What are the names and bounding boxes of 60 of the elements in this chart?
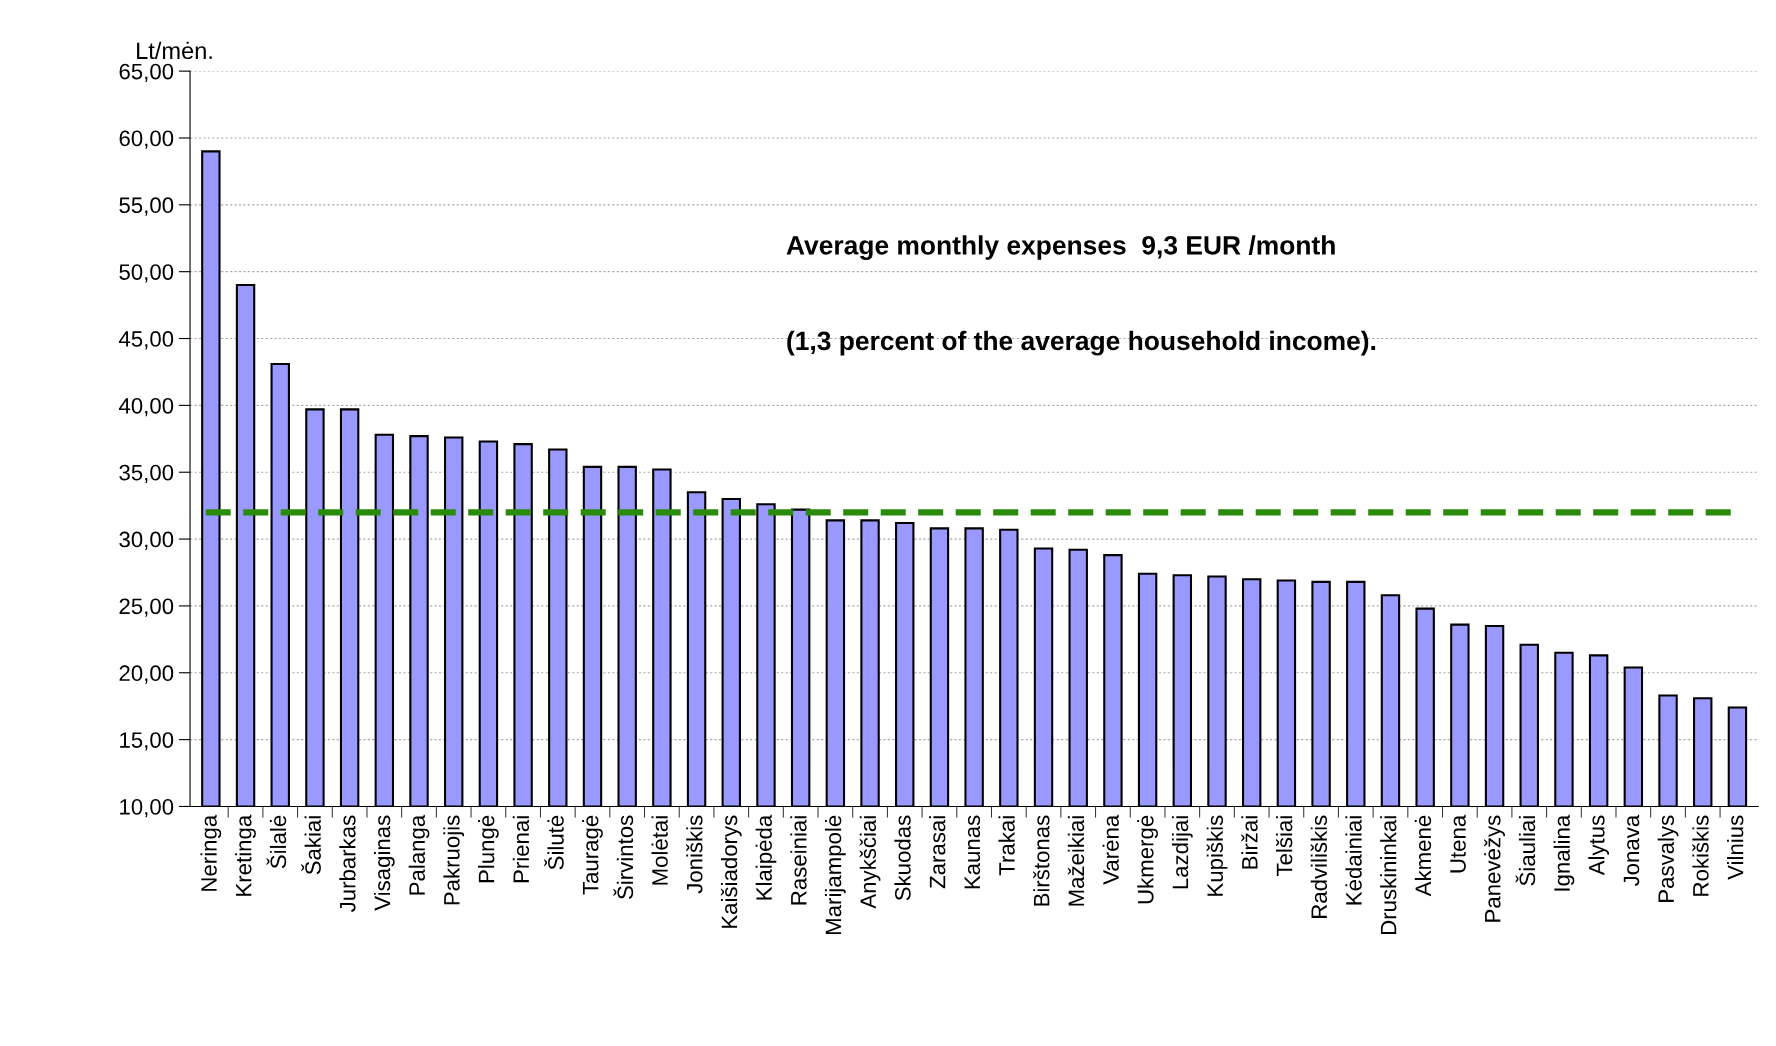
x-tick-label: Anykščiai — [859, 816, 881, 909]
x-tick-label: Šilalė — [266, 815, 287, 869]
x-tick-label: Skuodas — [894, 815, 911, 901]
x-tick-label: Prienai — [512, 816, 530, 883]
x-tick-label: Panevėžys — [1484, 815, 1505, 922]
x-tick-label: Šiauliai — [1515, 816, 1536, 886]
x-tick-label: Druskininkai — [1380, 816, 1397, 934]
y-tick-label: 10,00 — [120, 799, 174, 818]
x-tick-label: Širvintos — [613, 815, 634, 899]
x-tick-label: Šakiai — [301, 816, 321, 875]
x-tick-label: Plungė — [478, 815, 499, 883]
y-tick-label: 45,00 — [118, 331, 174, 350]
x-tick-label: Ignalina — [1553, 814, 1575, 891]
x-tick-label: Joniškis — [686, 815, 703, 894]
x-tick-label: Tauragė — [582, 815, 603, 895]
x-tick-label: Trakai — [998, 816, 1015, 876]
x-tick-label: Kaišiadorys — [720, 815, 742, 928]
x-tick-label: Telšiai — [1275, 816, 1293, 877]
x-tick-label: Klaipėda — [755, 814, 777, 900]
annotation: Average monthly expenses 9,3 EUR /month — [786, 235, 1335, 260]
x-tick-label: Birštonas — [1033, 815, 1050, 906]
x-tick-label: Neringa — [200, 814, 222, 891]
y-tick-label: 40,00 — [118, 397, 174, 417]
y-tick-label: 35,00 — [119, 464, 174, 484]
x-tick-label: Zarasai — [929, 816, 946, 889]
x-tick-label: Jonava — [1623, 814, 1640, 887]
x-tick-label: Kretinga — [235, 814, 256, 896]
y-tick-label: 55,00 — [119, 197, 174, 216]
x-tick-label: Radviliškis — [1310, 815, 1328, 918]
x-tick-label: Palanga — [408, 814, 430, 895]
x-tick-label: Biržai — [1241, 816, 1258, 869]
x-tick-label: Vilnius — [1727, 815, 1744, 880]
x-tick-label: Varėna — [1102, 814, 1119, 885]
y-tick-label: 25,00 — [119, 598, 174, 617]
x-tick-label: Jurbarkas — [339, 815, 356, 913]
y-tick-label: 30,00 — [119, 531, 174, 550]
x-tick-label: Ukmergė — [1137, 815, 1158, 904]
x-tick-label: Mažeikiai — [1067, 816, 1085, 906]
x-tick-label: Marijampolė — [825, 815, 846, 934]
x-tick-label: Alytus — [1588, 815, 1609, 876]
y-tick-label: 20,00 — [119, 665, 174, 684]
y-tick-label: 50,00 — [119, 264, 174, 283]
x-tick-label: Visaginas — [373, 815, 395, 911]
x-tick-label: Kėdainiai — [1345, 816, 1362, 905]
x-tick-label: Kupiškis — [1206, 815, 1228, 896]
x-tick-label: Pasvalys — [1657, 815, 1679, 902]
y-tick-label: 15,00 — [120, 732, 174, 751]
y-tick-label: 60,00 — [119, 130, 174, 149]
x-tick-label: Utena — [1450, 814, 1466, 873]
x-tick-label: Šilutė — [544, 815, 564, 870]
y-tick-label: 65,00 — [119, 63, 174, 83]
x-tick-label: Lazdijai — [1171, 816, 1193, 889]
x-tick-label: Raseiniai — [790, 816, 807, 905]
x-tick-label: Molėtai — [651, 816, 668, 885]
x-tick-label: Kaunas — [964, 815, 981, 889]
annotation: (1,3 percent of the average household income). — [787, 330, 1376, 356]
x-tick-label: Akmenė — [1414, 815, 1432, 897]
x-tick-label: Rokiškis — [1692, 815, 1709, 896]
x-tick-label: Pakruojis — [443, 815, 465, 905]
y-axis-title: Lt/mėn. — [137, 41, 212, 60]
